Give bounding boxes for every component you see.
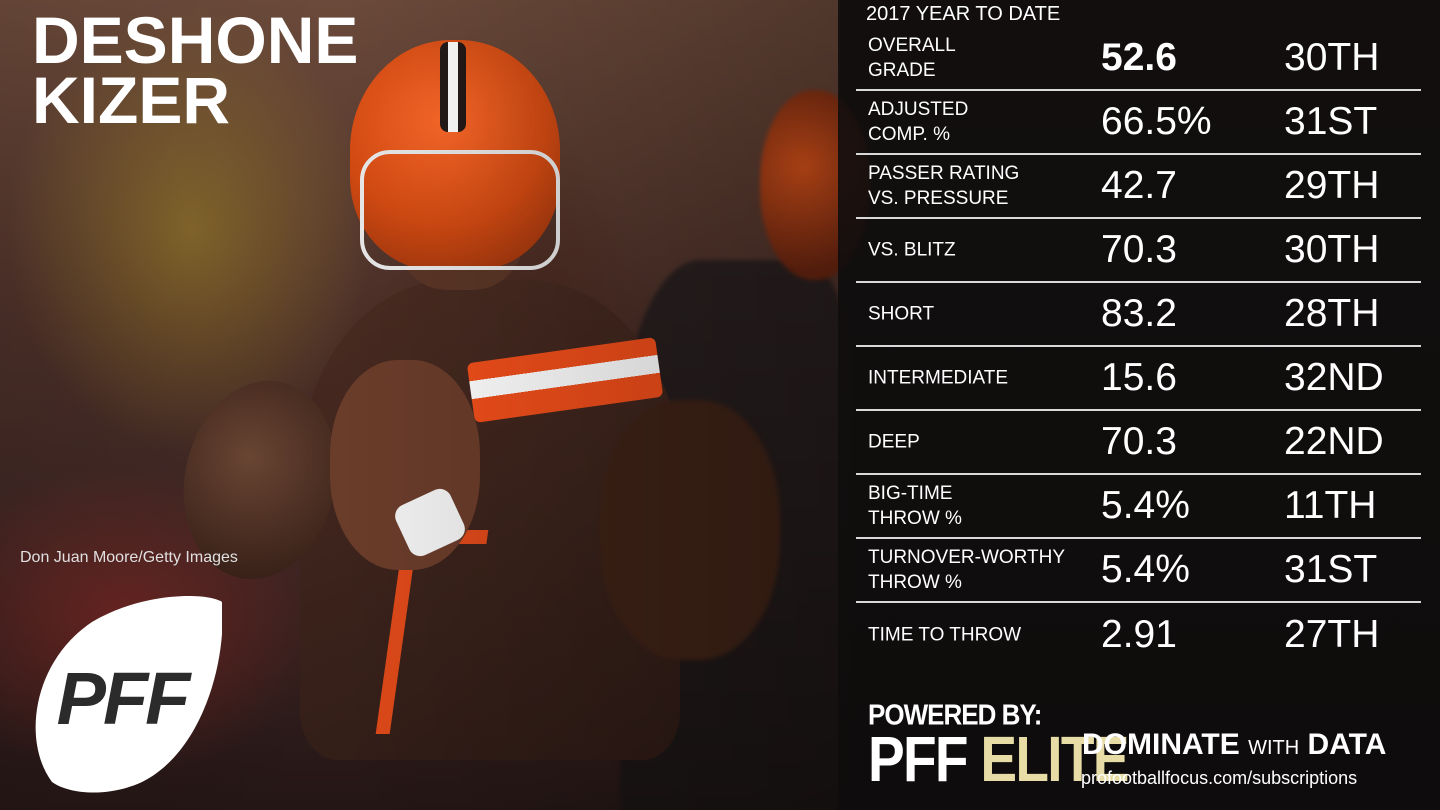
pff-elite-elite: ELITE [980, 723, 1129, 795]
photo-credit: Don Juan Moore/Getty Images [20, 549, 238, 566]
svg-text:PFF: PFF [57, 657, 193, 740]
stat-value: 83.2 [1101, 292, 1177, 335]
helmet-facemask [360, 150, 560, 270]
stat-rank: 30TH [1284, 36, 1380, 79]
powered-by-label: POWERED BY: [868, 698, 1042, 731]
defender-arm [600, 400, 780, 660]
stat-row-deep: DEEP 70.3 22ND [856, 411, 1421, 475]
stat-value: 2.91 [1101, 613, 1177, 656]
subscription-url[interactable]: profootballfocus.com/subscriptions [1081, 768, 1358, 788]
stat-value: 15.6 [1101, 356, 1177, 399]
stat-rank: 11TH [1284, 484, 1377, 527]
stat-row-time-to-throw: TIME TO THROW 2.91 27TH [856, 603, 1421, 667]
stat-rank: 27TH [1284, 613, 1380, 656]
stats-table: OVERALL GRADE 52.6 30TH ADJUSTED COMP. %… [856, 27, 1421, 667]
stat-row-short: SHORT 83.2 28TH [856, 283, 1421, 347]
stat-row-big-time-throw: BIG-TIME THROW % 5.4% 11TH [856, 475, 1421, 539]
pff-logo: PFF [35, 596, 222, 793]
pff-elite-logo: PFF ELITE [868, 727, 1129, 791]
stat-row-vs-blitz: VS. BLITZ 70.3 30TH [856, 219, 1421, 283]
stat-label: OVERALL GRADE [868, 35, 956, 81]
stat-label: ADJUSTED COMP. % [868, 99, 969, 145]
player-name: DESHONE KIZER [32, 3, 359, 137]
stat-label: TURNOVER-WORTHY THROW % [868, 547, 1066, 593]
stat-value: 52.6 [1101, 36, 1177, 79]
pff-elite-pff: PFF [868, 723, 969, 795]
stat-rank: 29TH [1284, 164, 1380, 207]
stat-value: 5.4% [1101, 484, 1190, 527]
stat-rank: 28TH [1284, 292, 1380, 335]
stat-value: 42.7 [1101, 164, 1177, 207]
stat-label: PASSER RATING VS. PRESSURE [868, 163, 1020, 209]
stat-rank: 32ND [1284, 356, 1384, 399]
stat-rank: 22ND [1284, 420, 1384, 463]
stat-row-passer-rating-pressure: PASSER RATING VS. PRESSURE 42.7 29TH [856, 155, 1421, 219]
player-last-name: KIZER [32, 63, 230, 137]
stat-rank: 31ST [1284, 548, 1378, 591]
stats-panel-title: 2017 YEAR TO DATE [866, 3, 1061, 25]
player-photo [0, 0, 870, 810]
stat-row-adjusted-comp: ADJUSTED COMP. % 66.5% 31ST [856, 91, 1421, 155]
tagline-with: WITH [1248, 737, 1300, 759]
stat-label: DEEP [868, 431, 920, 453]
tagline-data: DATA [1307, 728, 1387, 761]
stat-rank: 30TH [1284, 228, 1380, 271]
stat-value: 70.3 [1101, 228, 1177, 271]
dominate-tagline: DOMINATE WITH DATA [1082, 728, 1386, 762]
stat-label: SHORT [868, 303, 935, 325]
stat-label: TIME TO THROW [868, 624, 1022, 646]
stat-row-turnover-worthy-throw: TURNOVER-WORTHY THROW % 5.4% 31ST [856, 539, 1421, 603]
stat-rank: 31ST [1284, 100, 1378, 143]
stat-value: 70.3 [1101, 420, 1177, 463]
helmet-stripe [440, 42, 466, 132]
tagline-dominate: DOMINATE [1082, 728, 1240, 761]
stat-row-intermediate: INTERMEDIATE 15.6 32ND [856, 347, 1421, 411]
stat-label: VS. BLITZ [868, 239, 956, 261]
stat-row-overall-grade: OVERALL GRADE 52.6 30TH [856, 27, 1421, 91]
stat-value: 66.5% [1101, 100, 1212, 143]
player-first-name: DESHONE [32, 3, 359, 77]
stats-panel [838, 0, 1440, 810]
stat-value: 5.4% [1101, 548, 1190, 591]
stat-label: INTERMEDIATE [868, 367, 1009, 389]
stat-label: BIG-TIME THROW % [868, 483, 962, 529]
